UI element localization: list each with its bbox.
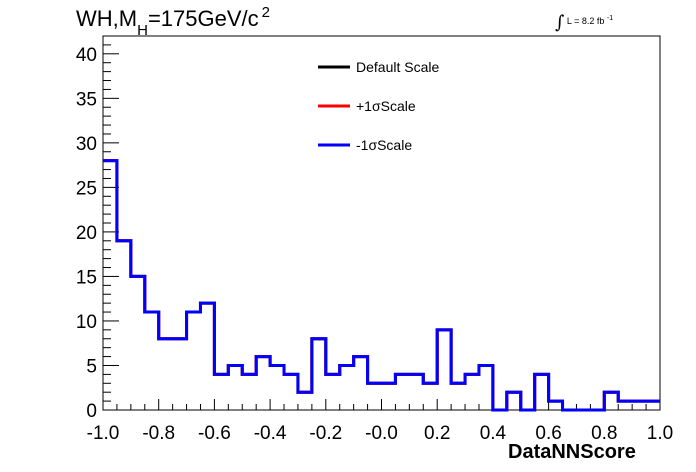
x-tick-label: 0.2 (424, 423, 450, 444)
x-tick-label: -0.4 (254, 423, 287, 444)
y-tick-label: 5 (86, 356, 97, 377)
y-tick-label: 20 (76, 223, 97, 244)
y-tick-label: 0 (86, 401, 97, 422)
y-tick-label: 30 (76, 134, 97, 155)
plot-frame (102, 35, 661, 411)
x-tick-label: 0.6 (535, 423, 561, 444)
axis-ticks (102, 35, 661, 411)
x-tick-label: -1.0 (87, 423, 120, 444)
chart-title: WH,MH=175GeV/c 2 (76, 4, 270, 39)
series-layer (103, 159, 660, 412)
title-rest: =175GeV/c (147, 6, 259, 31)
x-tick-label: -0.2 (309, 423, 342, 444)
x-axis-title: DataNNScore (508, 441, 636, 463)
title-superscript: 2 (261, 4, 270, 21)
series-line-1 (103, 159, 660, 412)
series-line-2 (103, 159, 660, 412)
title-main: WH,M (76, 6, 138, 31)
axis-tick-labels: -1.0 -0.8 -0.6 -0.4 -0.2 -0.0 0.2 0.4 0.6 0.8 1.0 0… (76, 45, 673, 444)
luminosity-text: L = 8.2 fb (566, 16, 605, 26)
x-tick-label: -0.8 (142, 423, 175, 444)
x-tick-label: 0.8 (591, 423, 617, 444)
legend-label-minus-sigma: -1σScale (356, 137, 413, 153)
title-subscript: H (137, 22, 148, 39)
legend (318, 65, 350, 147)
legend-label-default: Default Scale (356, 59, 440, 75)
x-tick-label: 0.4 (480, 423, 507, 444)
y-tick-label: 25 (76, 178, 97, 199)
x-tick-label: -0.6 (198, 423, 231, 444)
y-tick-label: 35 (76, 89, 97, 110)
series-line-0 (103, 159, 660, 412)
x-tick-label: -0.0 (365, 423, 398, 444)
legend-label-plus-sigma: +1σScale (356, 98, 416, 114)
luminosity-exponent: -1 (606, 15, 614, 22)
x-tick-label: 1.0 (647, 423, 673, 444)
y-tick-label: 10 (76, 312, 97, 333)
y-tick-label: 15 (76, 267, 97, 288)
y-tick-label: 40 (76, 45, 97, 66)
integral-symbol: ∫ (555, 12, 565, 33)
luminosity-label: ∫ L = 8.2 fb -1 (555, 8, 614, 33)
